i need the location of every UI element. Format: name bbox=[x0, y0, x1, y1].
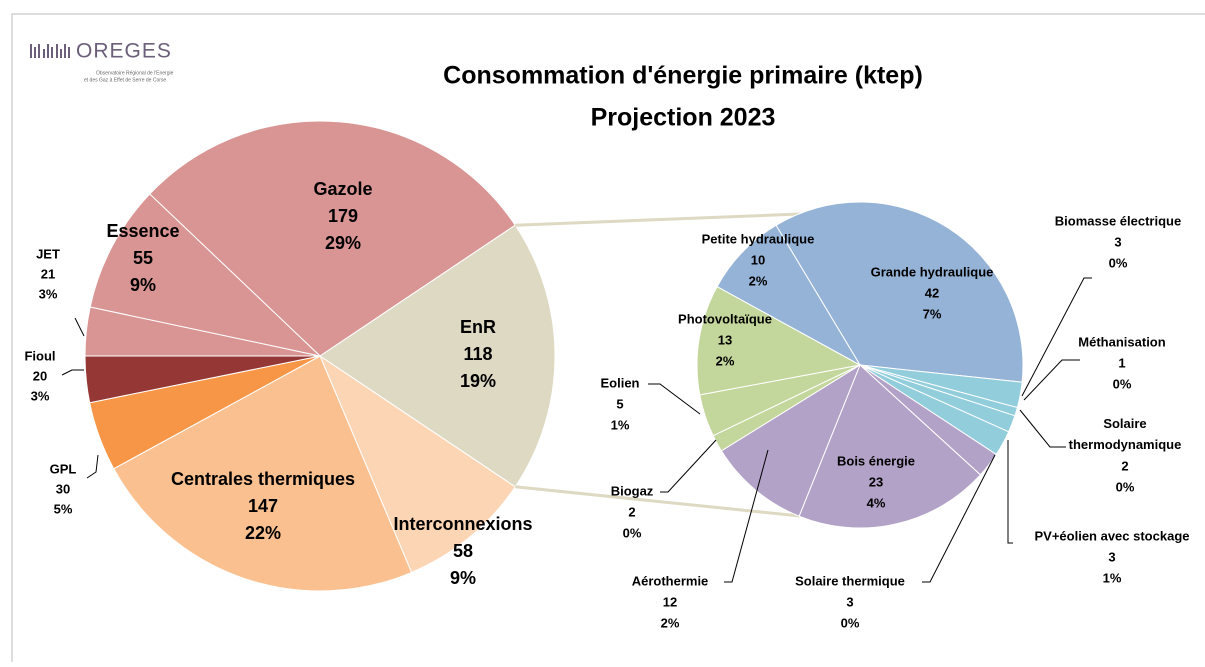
slice-value: 3 bbox=[1114, 234, 1121, 249]
slice-label: Grande hydraulique bbox=[871, 264, 994, 279]
leader-line bbox=[648, 383, 701, 415]
slice-percent: 5% bbox=[54, 501, 73, 516]
slice-label: Centrales thermiques bbox=[171, 469, 355, 489]
frame bbox=[11, 13, 1205, 667]
slice-label: Eolien bbox=[600, 375, 639, 390]
slice-value: 3 bbox=[846, 594, 853, 609]
leader-line bbox=[61, 369, 84, 376]
slice-label: PV+éolien avec stockage bbox=[1034, 528, 1189, 543]
slice-percent: 0% bbox=[1116, 479, 1135, 494]
logo-subtitle: Observatoire Régional de l'Energie bbox=[96, 70, 174, 76]
slice-label: Biogaz bbox=[611, 483, 654, 498]
slice-percent: 0% bbox=[623, 525, 642, 540]
slice-value: 12 bbox=[663, 594, 677, 609]
leader-line bbox=[660, 439, 717, 493]
leader-line bbox=[1021, 277, 1092, 397]
logo-name: OREGES bbox=[76, 40, 172, 63]
leader-line bbox=[1007, 440, 1013, 544]
slice-percent: 9% bbox=[450, 568, 476, 588]
slice-label: Bois énergie bbox=[837, 453, 915, 468]
slice-label: EnR bbox=[460, 317, 496, 337]
slice-label: Biomasse électrique bbox=[1055, 213, 1181, 228]
slice-value: 118 bbox=[463, 344, 492, 364]
pie-slice bbox=[716, 224, 862, 367]
connector bbox=[515, 485, 801, 518]
slice-label: Méthanisation bbox=[1078, 334, 1165, 349]
pie-slice bbox=[696, 285, 862, 396]
logo-subtitle: et des Gaz à Effet de Serre de Corse bbox=[84, 77, 166, 83]
leader-line bbox=[922, 454, 996, 583]
connector bbox=[515, 212, 801, 227]
slice-value: 20 bbox=[33, 368, 47, 383]
slice-label: Aérothermie bbox=[632, 573, 709, 588]
slice-percent: 4% bbox=[867, 495, 886, 510]
slice-percent: 7% bbox=[923, 306, 942, 321]
leader-line bbox=[74, 317, 85, 337]
logo-bars bbox=[30, 44, 70, 58]
slice-label: Interconnexions bbox=[393, 514, 532, 534]
pie-slice bbox=[798, 364, 982, 529]
slice-percent: 9% bbox=[130, 275, 156, 295]
slice-label: Fioul bbox=[24, 348, 55, 363]
pie-slice bbox=[775, 201, 1024, 383]
slice-percent: 3% bbox=[31, 388, 50, 403]
slice-percent: 0% bbox=[1113, 376, 1132, 391]
slice-label: Solaire thermique bbox=[795, 573, 905, 588]
pie-slice bbox=[149, 120, 516, 357]
slice-percent: 0% bbox=[1109, 255, 1128, 270]
slice-percent: 22% bbox=[245, 523, 281, 543]
slice-value: 23 bbox=[869, 474, 883, 489]
pie-slice bbox=[113, 355, 413, 592]
chart-title: Consommation d'énergie primaire (ktep) bbox=[443, 62, 923, 90]
slice-value: 42 bbox=[925, 285, 939, 300]
slice-value: 147 bbox=[248, 496, 278, 516]
slice-percent: 2% bbox=[661, 615, 680, 630]
slice-value: 10 bbox=[751, 252, 765, 267]
slice-percent: 2% bbox=[749, 273, 768, 288]
slice-label: GPL bbox=[50, 461, 77, 476]
leader-line bbox=[1023, 359, 1080, 401]
pie-slice bbox=[720, 363, 862, 517]
slice-label: Gazole bbox=[313, 179, 372, 199]
slice-label: JET bbox=[36, 246, 60, 261]
slice-percent: 3% bbox=[39, 286, 58, 301]
slice-percent: 0% bbox=[841, 615, 860, 630]
slice-label: Petite hydraulique bbox=[702, 231, 815, 246]
leader-line bbox=[86, 454, 99, 479]
chart-title: Projection 2023 bbox=[591, 104, 776, 132]
slice-value: 13 bbox=[718, 332, 732, 347]
leader-line bbox=[724, 449, 769, 583]
pie-slice bbox=[318, 354, 516, 574]
slice-value: 30 bbox=[56, 481, 70, 496]
leader-line bbox=[1019, 409, 1066, 448]
slice-percent: 2% bbox=[716, 353, 735, 368]
slice-value: 21 bbox=[41, 266, 55, 281]
slice-value: 1 bbox=[1118, 355, 1125, 370]
slice-label: Solaire thermodynamique bbox=[1069, 416, 1182, 452]
slice-label: Essence bbox=[106, 221, 179, 241]
slice-value: 3 bbox=[1108, 549, 1115, 564]
slice-value: 55 bbox=[133, 248, 153, 268]
slice-label: Photovoltaïque bbox=[678, 311, 772, 326]
slice-percent: 1% bbox=[611, 417, 630, 432]
slice-value: 2 bbox=[628, 504, 635, 519]
slice-value: 179 bbox=[328, 206, 358, 226]
slice-value: 5 bbox=[616, 396, 623, 411]
slice-percent: 1% bbox=[1103, 570, 1122, 585]
slice-percent: 29% bbox=[325, 233, 361, 253]
slice-value: 2 bbox=[1121, 458, 1128, 473]
pie-slice bbox=[89, 193, 322, 357]
slice-percent: 19% bbox=[460, 371, 496, 391]
slice-value: 58 bbox=[453, 541, 473, 561]
pie-slice bbox=[319, 224, 556, 488]
